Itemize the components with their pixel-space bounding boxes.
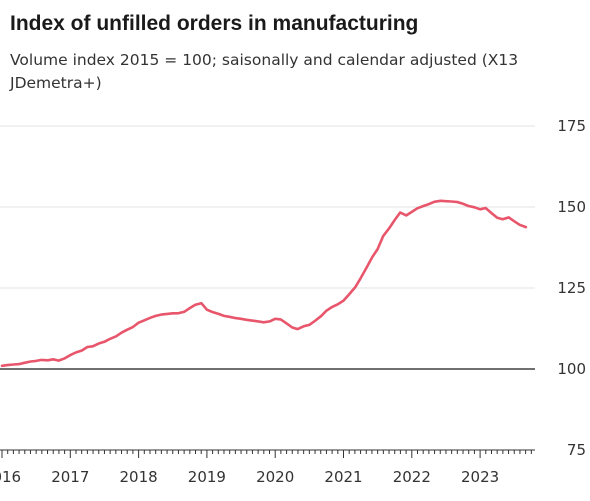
y-tick-label-175: 175 <box>557 117 586 135</box>
x-tick-label-2021: 2021 <box>324 468 362 486</box>
x-tick-label-2022: 2022 <box>393 468 431 486</box>
series-line-0 <box>0 199 528 368</box>
y-tick-label-150: 150 <box>557 198 586 216</box>
y-tick-label-75: 75 <box>567 441 586 459</box>
x-tick-label-2023: 2023 <box>461 468 499 486</box>
x-tick-label-2018: 2018 <box>120 468 158 486</box>
x-tick-label-2019: 2019 <box>188 468 226 486</box>
x-axis: 2016 2017 2018 2019 2020 2021 2022 2023 <box>0 449 535 486</box>
x-tick-label-2016: 2016 <box>0 468 21 486</box>
chart-title: Index of unfilled orders in manufacturin… <box>10 12 419 35</box>
x-tick-label-2020: 2020 <box>256 468 294 486</box>
y-tick-label-100: 100 <box>557 360 586 378</box>
series-layer <box>0 199 528 368</box>
chart-subtitle: Volume index 2015 = 100; saisonally and … <box>10 51 519 92</box>
x-tick-label-2017: 2017 <box>51 468 89 486</box>
y-axis: 75 100 125 150 175 <box>557 117 586 459</box>
y-tick-label-125: 125 <box>557 279 586 297</box>
grid-layer <box>0 125 535 289</box>
